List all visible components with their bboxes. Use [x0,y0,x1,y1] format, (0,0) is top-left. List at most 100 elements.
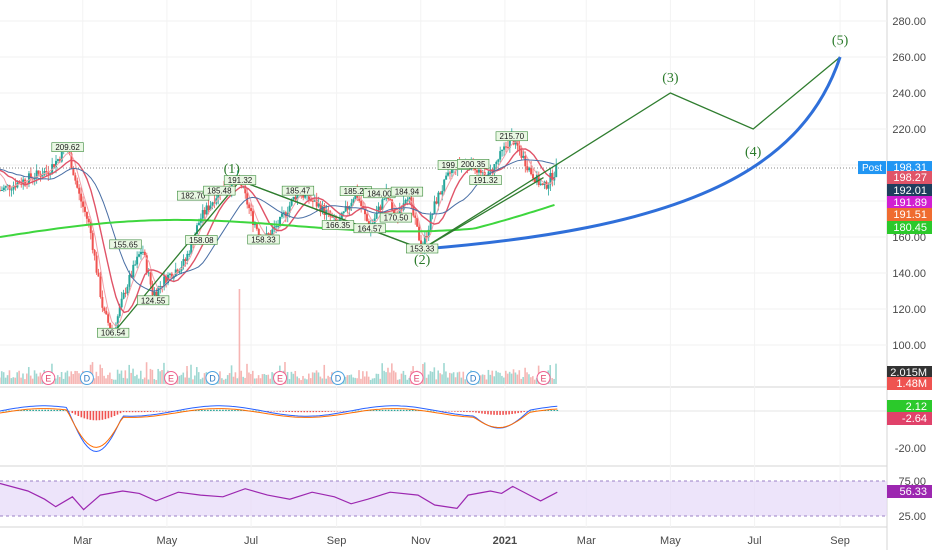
date-tick-label: Jul [244,535,258,547]
volume-bar [6,375,9,384]
candle-body [126,286,129,294]
volume-bar [155,379,158,384]
macd-histogram-bar [378,409,381,411]
volume-bar [485,379,488,384]
volume-bar [290,371,293,384]
macd-histogram-bar [396,409,399,411]
candle-body [408,197,411,200]
ma-blue-line [0,159,555,292]
volume-bar [479,375,482,384]
macd-histogram-bar [520,411,522,413]
candle-body [83,206,86,212]
macd-histogram-bar [306,411,309,413]
volume-bar [512,369,515,384]
volume-bar [441,374,443,384]
volume-bar [385,372,387,384]
axis-value-badges: Post 198.31198.27192.01191.89191.51180.45… [858,161,932,498]
candle-body [391,199,394,211]
volume-bar [309,378,312,384]
volume-bar [120,370,123,384]
candle-body [101,297,104,308]
macd-histogram-bar [432,410,435,412]
macd-histogram-bar [279,411,281,412]
price-label: 184.00 [367,189,392,198]
volume-bar [308,373,310,384]
candle-body [257,228,260,235]
volume-bar [105,378,107,384]
elliott-wave-label: (2) [414,253,431,268]
rsi-tick-label: 25.00 [898,511,926,523]
volume-bar [97,376,100,384]
macd-histogram-bar [381,409,384,411]
macd-histogram-bar [321,411,324,413]
candle-body [143,251,146,256]
candle-body [541,183,544,185]
macd-histogram-bar [35,409,37,411]
candle-body [282,212,285,214]
date-tick-label: Nov [411,535,431,547]
candle-body [58,159,61,162]
volume-bar [74,370,76,384]
candle-body [294,196,297,200]
macd-histogram-bar [523,411,525,412]
ma-value-badge: 191.51 [893,209,927,221]
macd-histogram-bar [207,409,209,411]
candle-body [74,175,77,181]
signal-value-badge-box [887,412,932,425]
volume-bar [450,373,453,384]
volume-bar [369,379,372,384]
volume-bar [0,371,3,384]
price-label-box [495,131,528,142]
macd-histogram-bar [38,409,40,411]
date-axis[interactable]: Mar May Jul Sep Nov 2021 Mar May Jul Sep [73,535,850,547]
price-axis[interactable]: 280.00260.00240.00220.00200.00180.00160.… [892,16,926,523]
candle-body [248,204,251,209]
volume-bar [128,364,130,384]
volume-bar [375,373,378,384]
volume-bar [530,377,532,384]
price-tick-label: 160.00 [892,232,926,244]
volume-bar [188,377,190,384]
macd-histogram-bar [499,411,501,415]
rsi-pane [0,482,558,511]
volume-bar [197,372,200,384]
volume-bars [0,289,557,384]
ma-value-badge: 180.45 [893,222,927,234]
volume-bar [292,373,295,384]
volume-bar [423,362,426,384]
macd-histogram-bar [354,410,357,412]
candle-body [346,206,349,210]
candle-body [27,173,30,184]
volume-bar [263,373,266,384]
dividend-marker [466,371,481,385]
price-label: 191.32 [473,176,498,185]
candle-body [182,259,185,268]
volume-bar [31,378,34,384]
macd-histogram-bar [131,411,134,413]
candle-body [445,175,448,180]
volume-bar [39,372,42,384]
volume-bar [464,379,467,384]
candle-body [251,211,254,225]
candle-body [51,164,54,174]
candle-body [253,224,256,226]
macd-histogram-bar [228,409,230,411]
candle-body [14,185,17,188]
volume-bar [495,370,497,384]
macd-histogram-bar [457,411,459,412]
volume-bar [433,367,436,384]
volume-bar [134,376,136,384]
volume-bar [0,377,1,384]
macd-signal-line [0,408,558,448]
volume-bar [321,378,324,384]
price-tick-label: 240.00 [892,88,926,100]
price-label-box [390,186,424,197]
candle-body [78,187,81,194]
volume-bar [315,370,318,384]
candle-body [203,209,206,215]
candle-body [474,168,477,171]
price-label: 153.33 [410,245,435,254]
volume-bar [93,378,96,384]
candle-body [406,199,409,201]
